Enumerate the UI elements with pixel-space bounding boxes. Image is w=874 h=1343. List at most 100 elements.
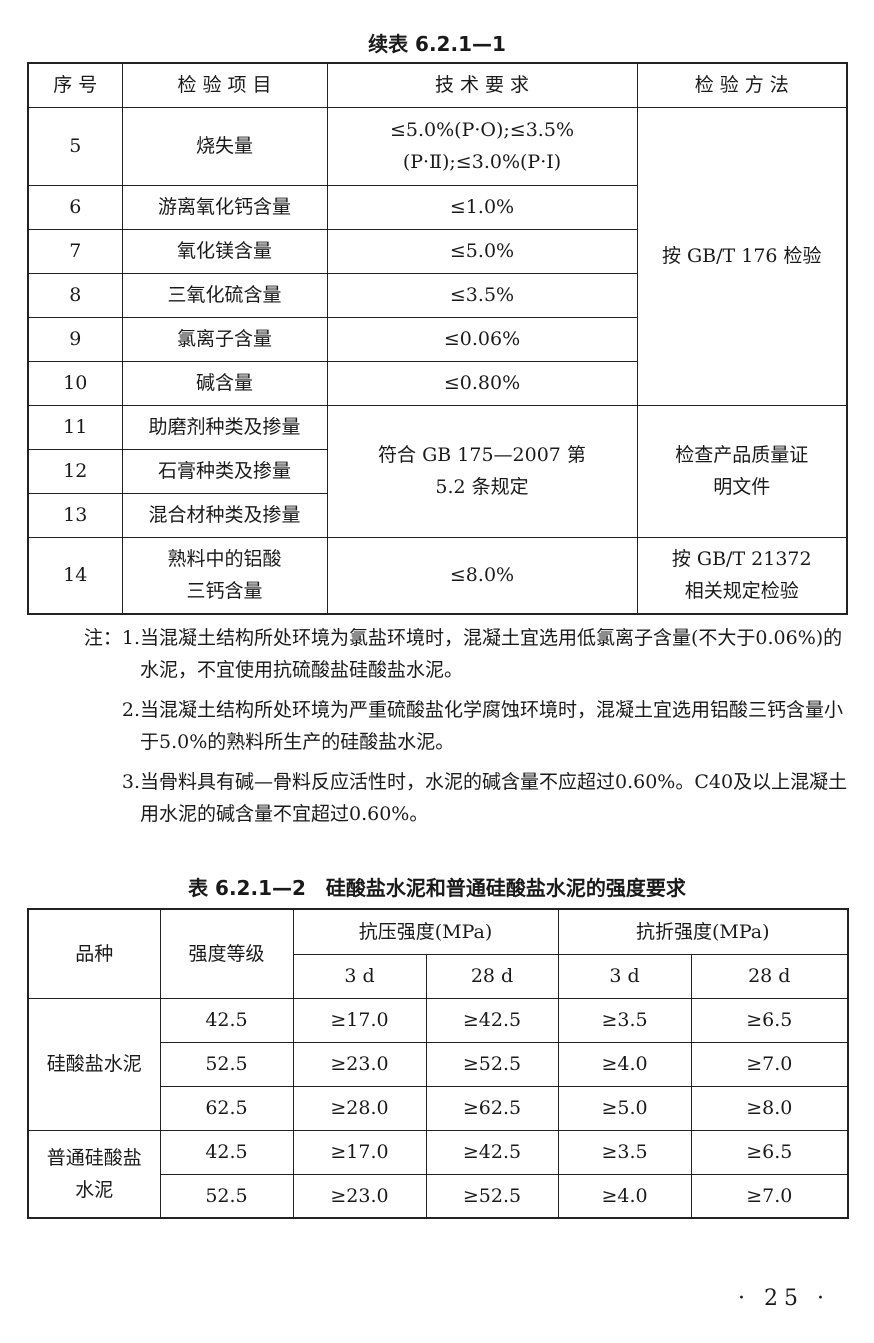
cell-method: 按 GB/T 176 检验 bbox=[636, 106, 848, 406]
cell-item: 三氧化硫含量 bbox=[121, 272, 328, 318]
cell-requirement: 符合 GB 175—2007 第 5.2 条规定 bbox=[326, 404, 638, 538]
header-method: 检 验 方 法 bbox=[636, 62, 848, 108]
cell-value: ≥62.5 bbox=[425, 1085, 559, 1131]
cell-item: 烧失量 bbox=[121, 106, 328, 186]
table-row: 9 氯离子含量 ≤0.06% bbox=[27, 316, 847, 362]
cell-value: ≥6.5 bbox=[690, 997, 849, 1043]
cell-no: 14 bbox=[27, 536, 123, 615]
cell-item: 石膏种类及掺量 bbox=[121, 448, 328, 494]
cell-grade: 52.5 bbox=[159, 1041, 294, 1087]
cell-value: ≥52.5 bbox=[425, 1041, 559, 1087]
header-variety: 品种 bbox=[27, 908, 161, 999]
cell-no: 13 bbox=[27, 492, 123, 538]
header-compressive: 抗压强度(MPa) bbox=[292, 908, 559, 955]
table-row: 普通硅酸盐水泥 42.5 ≥17.0 ≥42.5 ≥3.5 ≥6.5 bbox=[27, 1129, 849, 1219]
cell-item: 熟料中的铝酸三钙含量 bbox=[121, 536, 328, 615]
cell-method: 检查产品质量证明文件 bbox=[636, 404, 848, 538]
table-row: 7 氧化镁含量 ≤5.0% bbox=[27, 228, 847, 274]
header-28d: 28 d bbox=[425, 953, 559, 999]
cell-value: ≥17.0 bbox=[292, 1129, 427, 1175]
note-text: 当混凝土结构所处环境为严重硫酸盐化学腐蚀环境时，混凝土宜选用铝酸三钙含量小于5.… bbox=[140, 699, 844, 753]
strength-table: 品种 强度等级 抗压强度(MPa) 抗折强度(MPa) 3 d 28 d 3 d… bbox=[27, 908, 850, 1219]
header-28d: 28 d bbox=[690, 953, 849, 999]
cell-value: ≥42.5 bbox=[425, 1129, 559, 1175]
cell-item: 碱含量 bbox=[121, 360, 328, 406]
cell-value: ≥4.0 bbox=[557, 1041, 692, 1087]
cell-grade: 62.5 bbox=[159, 1085, 294, 1131]
inspection-table: 序 号 检 验 项 目 技 术 要 求 检 验 方 法 5 烧失量 ≤5.0%(… bbox=[27, 62, 848, 615]
cell-item: 助磨剂种类及掺量 bbox=[121, 404, 328, 450]
table-row: 6 游离氧化钙含量 ≤1.0% bbox=[27, 184, 847, 230]
cell-grade: 42.5 bbox=[159, 997, 294, 1043]
cell-value: ≥8.0 bbox=[690, 1085, 849, 1131]
cell-grade: 42.5 bbox=[159, 1129, 294, 1175]
table-row: 14 熟料中的铝酸三钙含量 ≤8.0% 按 GB/T 21372 相关规定检验 bbox=[27, 536, 848, 615]
table-row: 11 助磨剂种类及掺量 符合 GB 175—2007 第 5.2 条规定 检查产… bbox=[27, 404, 848, 538]
cell-value: ≥7.0 bbox=[690, 1173, 849, 1219]
cell-value: ≥28.0 bbox=[292, 1085, 427, 1131]
cell-requirement: ≤0.06% bbox=[326, 316, 638, 362]
table-row: 12 石膏种类及掺量 bbox=[27, 448, 847, 494]
note-label: 3. bbox=[121, 771, 140, 793]
note-label: 注：1. bbox=[83, 627, 140, 649]
header-flexural: 抗折强度(MPa) bbox=[557, 908, 849, 955]
cell-value: ≥3.5 bbox=[557, 997, 692, 1043]
cell-value: ≥6.5 bbox=[690, 1129, 849, 1175]
cell-value: ≥17.0 bbox=[292, 997, 427, 1043]
cell-item: 混合材种类及掺量 bbox=[121, 492, 328, 538]
table-row: 62.5 ≥28.0 ≥62.5 ≥5.0 ≥8.0 bbox=[28, 1085, 849, 1131]
cell-value: ≥7.0 bbox=[690, 1041, 849, 1087]
cell-no: 7 bbox=[27, 228, 123, 274]
note-1: 注：1. 当混凝土结构所处环境为氯盐环境时，混凝土宜选用低氯离子含量(不大于0.0… bbox=[70, 622, 850, 686]
cell-requirement: ≤5.0% bbox=[326, 228, 638, 274]
cell-requirement: ≤0.80% bbox=[326, 360, 638, 406]
cell-value: ≥3.5 bbox=[557, 1129, 692, 1175]
cell-no: 5 bbox=[27, 106, 123, 186]
cell-no: 6 bbox=[27, 184, 123, 230]
table-row: 13 混合材种类及掺量 bbox=[27, 492, 847, 538]
table-row: 硅酸盐水泥 42.5 ≥17.0 ≥42.5 ≥3.5 ≥6.5 bbox=[27, 997, 849, 1131]
cell-value: ≥5.0 bbox=[557, 1085, 692, 1131]
cell-no: 12 bbox=[27, 448, 123, 494]
table1-caption: 续表 6.2.1—1 bbox=[368, 32, 506, 56]
note-text: 当骨料具有碱—骨料反应活性时，水泥的碱含量不应超过0.60%。C40及以上混凝土… bbox=[140, 771, 848, 825]
note-3: 3. 当骨料具有碱—骨料反应活性时，水泥的碱含量不应超过0.60%。C40及以上混… bbox=[70, 766, 850, 830]
cell-no: 9 bbox=[27, 316, 123, 362]
cell-no: 10 bbox=[27, 360, 123, 406]
cell-no: 8 bbox=[27, 272, 123, 318]
note-text: 当混凝土结构所处环境为氯盐环境时，混凝土宜选用低氯离子含量(不大于0.06%)的… bbox=[140, 627, 843, 681]
header-3d: 3 d bbox=[292, 953, 427, 999]
cell-requirement: ≤3.5% bbox=[326, 272, 638, 318]
cell-item: 氧化镁含量 bbox=[121, 228, 328, 274]
table-row: 52.5 ≥23.0 ≥52.5 ≥4.0 ≥7.0 bbox=[28, 1041, 849, 1087]
table-row: 8 三氧化硫含量 ≤3.5% bbox=[27, 272, 847, 318]
cell-value: ≥52.5 bbox=[425, 1173, 559, 1219]
note-label: 2. bbox=[121, 699, 140, 721]
cell-item: 氯离子含量 bbox=[121, 316, 328, 362]
table-row: 10 碱含量 ≤0.80% bbox=[27, 360, 847, 406]
page-number: · 25 · bbox=[738, 1286, 830, 1311]
cell-no: 11 bbox=[27, 404, 123, 450]
cell-item: 游离氧化钙含量 bbox=[121, 184, 328, 230]
header-grade: 强度等级 bbox=[159, 908, 294, 999]
cell-method: 按 GB/T 21372 相关规定检验 bbox=[636, 536, 848, 615]
table-row: 5 烧失量 ≤5.0%(P·O);≤3.5%(P·Ⅱ);≤3.0%(P·Ⅰ) 按… bbox=[27, 106, 848, 406]
notes: 注：1. 当混凝土结构所处环境为氯盐环境时，混凝土宜选用低氯离子含量(不大于0.0… bbox=[70, 622, 850, 838]
table-row: 52.5 ≥23.0 ≥52.5 ≥4.0 ≥7.0 bbox=[28, 1173, 849, 1219]
cell-value: ≥4.0 bbox=[557, 1173, 692, 1219]
table-header-row: 3 d 28 d 3 d 28 d bbox=[28, 953, 849, 999]
cell-grade: 52.5 bbox=[159, 1173, 294, 1219]
cell-requirement: ≤8.0% bbox=[326, 536, 638, 615]
note-2: 2. 当混凝土结构所处环境为严重硫酸盐化学腐蚀环境时，混凝土宜选用铝酸三钙含量小于… bbox=[70, 694, 850, 758]
table-header-row: 序 号 检 验 项 目 技 术 要 求 检 验 方 法 bbox=[27, 62, 848, 108]
header-requirement: 技 术 要 求 bbox=[326, 62, 638, 108]
cell-requirement: ≤1.0% bbox=[326, 184, 638, 230]
cell-value: ≥42.5 bbox=[425, 997, 559, 1043]
table-header-row: 品种 强度等级 抗压强度(MPa) 抗折强度(MPa) bbox=[27, 908, 849, 999]
cell-variety: 硅酸盐水泥 bbox=[27, 997, 161, 1131]
header-item: 检 验 项 目 bbox=[121, 62, 328, 108]
cell-value: ≥23.0 bbox=[292, 1173, 427, 1219]
cell-variety: 普通硅酸盐水泥 bbox=[27, 1129, 161, 1219]
table2-caption: 表 6.2.1—2 硅酸盐水泥和普通硅酸盐水泥的强度要求 bbox=[188, 876, 686, 900]
cell-requirement: ≤5.0%(P·O);≤3.5%(P·Ⅱ);≤3.0%(P·Ⅰ) bbox=[326, 106, 638, 186]
